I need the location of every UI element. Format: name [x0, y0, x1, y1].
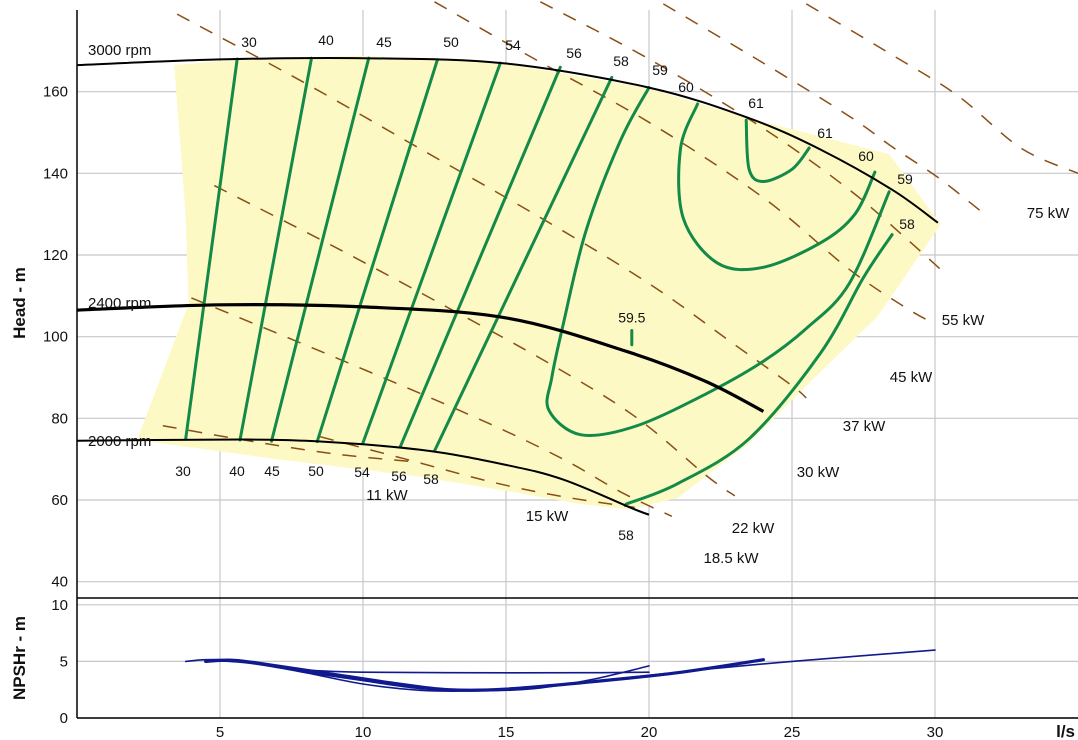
x-tick-label: 5 [216, 724, 224, 740]
efficiency-label: 50 [443, 34, 459, 50]
power-curve-label: 15 kW [526, 508, 569, 525]
power-curve [191, 297, 673, 517]
speed-curve-label: 2400 rpm [88, 295, 151, 312]
efficiency-label: 59 [897, 171, 913, 187]
power-curve [434, 1, 933, 324]
power-curve-label: 22 kW [732, 520, 775, 537]
efficiency-curve [315, 58, 439, 444]
head-y-tick-label: 60 [51, 492, 68, 509]
efficiency-curve [433, 75, 614, 453]
power-curve-label: 45 kW [890, 369, 933, 386]
efficiency-label: 61 [748, 95, 764, 111]
efficiency-label: 40 [318, 32, 334, 48]
x-tick-label: 25 [784, 724, 801, 740]
efficiency-curve [398, 65, 562, 449]
head-y-tick-label: 140 [43, 165, 68, 182]
efficiency-curve [270, 56, 371, 443]
efficiency-label: 45 [376, 34, 392, 50]
npsh-curve [204, 658, 765, 692]
power-curve-label: 37 kW [843, 418, 886, 435]
efficiency-label: 60 [858, 148, 874, 164]
npsh-y-tick-label: 10 [51, 597, 68, 614]
efficiency-curve [184, 57, 239, 441]
x-tick-label: 15 [498, 724, 515, 740]
head-chart-panel: 59.5 3000 rpm 2400 rpm 2000 rpm 30 30 40 40 45 4… [43, 1, 1078, 598]
power-curve [162, 424, 421, 464]
efficiency-label: 40 [229, 463, 245, 479]
head-y-tick-label: 80 [51, 410, 68, 427]
speed-curve-label: 2000 rpm [88, 433, 151, 450]
head-y-tick-label: 40 [51, 574, 68, 591]
head-y-tick-label: 100 [43, 329, 68, 346]
npsh-curves [184, 649, 936, 692]
head-y-tick-label: 120 [43, 247, 68, 264]
speed-curves [76, 56, 939, 516]
head-axis-title: Head - m [10, 267, 29, 339]
speed-curve [76, 56, 939, 224]
speed-curve [76, 438, 650, 516]
efficiency-label: 54 [505, 37, 521, 53]
x-tick-label: 30 [927, 724, 944, 740]
power-curve-label: 18.5 kW [703, 550, 759, 567]
efficiency-curve [238, 56, 313, 442]
npsh-y-tick-label: 0 [60, 710, 68, 727]
x-axis-title: l/s [1056, 722, 1075, 740]
efficiency-label: 60 [678, 79, 694, 95]
efficiency-label: 58 [613, 53, 629, 69]
power-curve-label: 55 kW [942, 312, 985, 329]
efficiency-curves [184, 56, 894, 506]
efficiency-label: 50 [308, 463, 324, 479]
efficiency-label: 45 [264, 463, 280, 479]
power-curve-label: 75 kW [1027, 205, 1070, 222]
axis-frames [76, 10, 1078, 719]
npsh-grid [77, 598, 1078, 719]
efficiency-label: 58 [618, 527, 634, 543]
efficiency-curve [677, 102, 877, 272]
power-curve [213, 184, 736, 497]
head-labels: 3000 rpm 2400 rpm 2000 rpm 30 30 40 40 45 45 50 50… [88, 32, 1070, 567]
efficiency-label: 56 [391, 468, 407, 484]
efficiency-label: 56 [566, 45, 582, 61]
npsh-curve [213, 649, 936, 692]
npsh-axis-title: NPSHr - m [10, 616, 29, 700]
power-curve [176, 13, 807, 399]
x-tick-label: 10 [355, 724, 372, 740]
efficiency-label: 61 [817, 125, 833, 141]
npsh-y-tick-label: 5 [60, 653, 68, 670]
power-curve [805, 3, 1078, 174]
power-curves [162, 1, 1078, 517]
power-curve [662, 3, 985, 214]
power-curve-label: 30 kW [797, 464, 840, 481]
efficiency-curve [361, 61, 502, 445]
power-curve-label: 11 kW [366, 487, 408, 504]
operating-region [137, 55, 941, 510]
efficiency-label: 58 [899, 216, 915, 232]
npsh-tick-labels: 0 5 10 5 10 15 20 25 30 [51, 597, 943, 740]
speed-curve-label: 3000 rpm [88, 42, 151, 59]
efficiency-label: 54 [354, 464, 370, 480]
efficiency-marker-label: 59.5 [618, 310, 645, 326]
efficiency-curve [545, 86, 891, 438]
annotations: 59.5 [618, 310, 646, 347]
efficiency-curve [624, 233, 894, 506]
x-tick-label: 20 [641, 724, 658, 740]
efficiency-label: 30 [175, 463, 191, 479]
head-y-tick-label: 160 [43, 84, 68, 101]
efficiency-label: 30 [241, 34, 257, 50]
power-curve [319, 435, 635, 509]
efficiency-label: 59 [652, 62, 668, 78]
speed-curve [76, 303, 765, 413]
efficiency-curve [744, 118, 811, 183]
efficiency-label: 58 [423, 471, 439, 487]
head-tick-labels: 40 60 80 100 120 140 160 [43, 84, 68, 591]
